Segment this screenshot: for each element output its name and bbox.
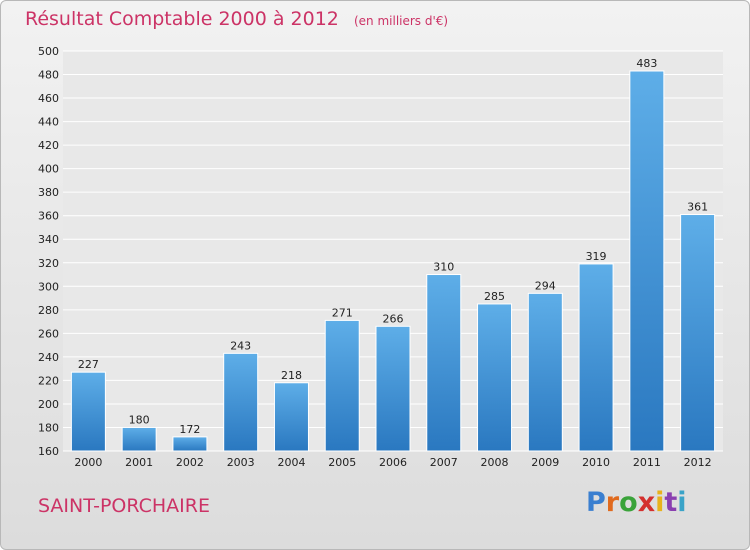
x-tick-label: 2010 [582,456,610,469]
bar-2005 [324,319,360,452]
x-tick-label: 2008 [481,456,509,469]
y-tick-label: 380 [38,186,59,199]
chart-title: Résultat Comptable 2000 à 2012 [25,8,339,30]
y-tick-label: 260 [38,327,59,340]
data-label: 271 [332,306,353,319]
data-label: 285 [484,290,505,303]
y-tick-label: 440 [38,116,59,129]
x-tick-label: 2000 [74,456,102,469]
data-label: 294 [535,279,556,292]
logo-letter: P [586,487,606,518]
bar-2011 [629,70,665,452]
y-tick-label: 160 [38,445,59,458]
data-label: 180 [129,413,150,426]
logo-letter: i [677,487,687,518]
y-axis-ticks: 160 180 200 220 240 260 280 300 320 340 360 380 400 4… [38,45,59,458]
x-tick-label: 2012 [684,456,712,469]
y-tick-label: 400 [38,163,59,176]
commune-name: SAINT-PORCHAIRE [38,495,210,517]
logo-letter: i [655,487,665,518]
data-label: 266 [383,312,404,325]
y-tick-label: 200 [38,398,59,411]
y-tick-label: 180 [38,421,59,434]
logo-letter: t [664,487,678,518]
x-tick-label: 2006 [379,456,407,469]
x-tick-label: 2009 [531,456,559,469]
chart-subtitle: (en milliers d'€) [353,14,449,28]
x-tick-label: 2004 [277,456,305,469]
x-tick-label: 2005 [328,456,356,469]
proxiti-logo[interactable]: Proxiti [586,487,687,518]
data-label: 483 [636,57,657,70]
bar-2012 [680,214,716,452]
bar-2006 [375,325,411,452]
data-label: 310 [433,261,454,274]
data-label: 227 [78,358,99,371]
data-labels: 227 180 172 243 218 271 266 310 285 294 319 483 361 [78,57,708,436]
y-tick-label: 240 [38,351,59,364]
y-tick-label: 340 [38,233,59,246]
y-tick-label: 360 [38,210,59,223]
data-label: 361 [687,201,708,214]
logo-letter: x [637,487,656,518]
x-tick-label: 2002 [176,456,204,469]
bar-2003 [223,352,259,452]
x-tick-label: 2007 [430,456,458,469]
bar-2002 [172,436,208,452]
data-label: 172 [179,423,200,436]
y-tick-label: 420 [38,139,59,152]
x-tick-label: 2011 [633,456,661,469]
x-axis-ticks: 2000 2001 2002 2003 2004 2005 2006 2007 2008 2009… [74,456,711,469]
data-label: 319 [586,250,607,263]
logo-letter: o [619,487,638,518]
data-label: 243 [230,339,251,352]
logo-letter: r [605,487,620,518]
bar-2008 [477,303,513,452]
bar-2010 [578,263,614,452]
y-tick-label: 480 [38,69,59,82]
y-tick-label: 280 [38,304,59,317]
y-tick-label: 460 [38,92,59,105]
title-row: Résultat Comptable 2000 à 2012 (en milli… [25,8,448,30]
data-label: 218 [281,369,302,382]
x-tick-label: 2001 [125,456,153,469]
bar-2007 [426,274,462,452]
y-tick-label: 220 [38,374,59,387]
bar-2000 [70,371,106,452]
bar-2009 [527,292,563,452]
x-tick-label: 2003 [227,456,255,469]
y-tick-label: 500 [38,45,59,58]
bar-2001 [121,426,157,452]
y-tick-label: 300 [38,280,59,293]
y-tick-label: 320 [38,257,59,270]
bar-2004 [273,382,309,452]
bars [70,70,716,452]
